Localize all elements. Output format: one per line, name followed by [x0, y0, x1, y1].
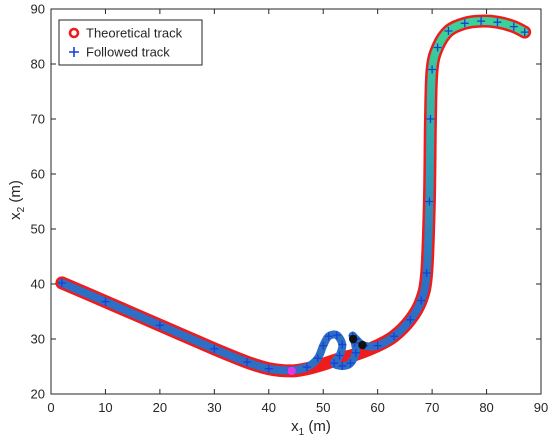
plot-area: [51, 9, 541, 394]
highlight-point: [287, 366, 296, 376]
followed-track-marker: [425, 197, 434, 206]
x-axis-ticks: 0 10 20 30 40 50 60 70 80 90: [47, 9, 548, 415]
y-tick-label: 90: [31, 2, 45, 17]
y-tick-label: 40: [31, 277, 45, 292]
y-axis-label-sub: 2: [16, 206, 27, 212]
legend-label-followed: Followed track: [86, 45, 170, 60]
y-tick-label: 50: [31, 222, 45, 237]
highlight-point: [348, 334, 358, 344]
x-tick-label: 30: [207, 400, 221, 415]
y-axis-label: x2 (m): [7, 180, 27, 220]
x-axis-label-unit: (m): [304, 418, 331, 435]
followed-track-marker: [155, 321, 164, 330]
x-tick-label: 80: [479, 400, 493, 415]
followed-track-marker: [319, 341, 328, 350]
followed-track-marker: [390, 332, 398, 341]
y-axis-ticks: 20 30 40 50 60 70 80 90: [31, 2, 541, 402]
followed-track-marker: [313, 354, 322, 363]
followed-track-marker: [330, 359, 339, 368]
x-tick-label: 40: [262, 400, 276, 415]
legend-marker-followed: [69, 47, 79, 57]
legend-marker-theoretical: [68, 27, 80, 39]
highlight-point: [358, 340, 367, 350]
followed-track-marker: [406, 315, 415, 324]
followed-track-marker: [433, 43, 442, 52]
followed-track-marker: [335, 351, 344, 360]
followed-track-marker: [346, 359, 355, 368]
followed-track-marker: [243, 358, 251, 367]
followed-track-marker: [422, 269, 431, 277]
legend-box: [58, 19, 203, 66]
x-tick-label: 60: [370, 400, 384, 415]
followed-track-marker: [57, 278, 66, 287]
x-axis-label-sub: 1: [299, 427, 305, 438]
followed-track-marker: [101, 297, 110, 306]
legend-label-theoretical: Theoretical track: [86, 26, 183, 41]
followed-track-marker: [351, 348, 360, 357]
y-tick-label: 30: [31, 332, 45, 347]
x-tick-label: 0: [47, 400, 54, 415]
followed-track-marker: [444, 27, 453, 35]
followed-track-marker: [324, 332, 333, 341]
x-tick-label: 10: [98, 400, 112, 415]
axes-box: [50, 8, 542, 395]
followed-track-marker: [417, 296, 426, 305]
x-axis-label: x1 (m): [291, 418, 331, 438]
followed-track-marker: [302, 363, 311, 372]
followed-track-marker: [373, 341, 382, 350]
y-axis-label-base: x: [7, 212, 24, 220]
y-axis-label-unit: (m): [7, 180, 24, 207]
x-axis-label-base: x: [291, 418, 299, 435]
followed-track-marker: [332, 331, 341, 340]
followed-track-marker: [460, 19, 469, 28]
followed-track-marker: [264, 364, 273, 373]
followed-track-marker: [338, 340, 347, 349]
x-tick-label: 90: [534, 400, 548, 415]
followed-track-marker: [428, 65, 437, 74]
legend: Theoretical track Followed track: [58, 19, 203, 66]
x-tick-label: 70: [425, 400, 439, 415]
followed-track-marker: [520, 28, 529, 37]
followed-track-marker: [477, 17, 486, 26]
y-tick-label: 70: [31, 112, 45, 127]
x-tick-label: 20: [153, 400, 167, 415]
followed-track-marker: [426, 115, 435, 123]
data-layer: [55, 14, 532, 378]
followed-track-marker: [210, 344, 219, 353]
followed-track-marker: [509, 22, 518, 31]
x-tick-label: 50: [316, 400, 330, 415]
followed-track-marker: [338, 361, 347, 370]
y-tick-label: 60: [31, 167, 45, 182]
y-tick-label: 20: [31, 387, 45, 402]
y-tick-label: 80: [31, 57, 45, 72]
followed-track-marker: [493, 18, 502, 27]
